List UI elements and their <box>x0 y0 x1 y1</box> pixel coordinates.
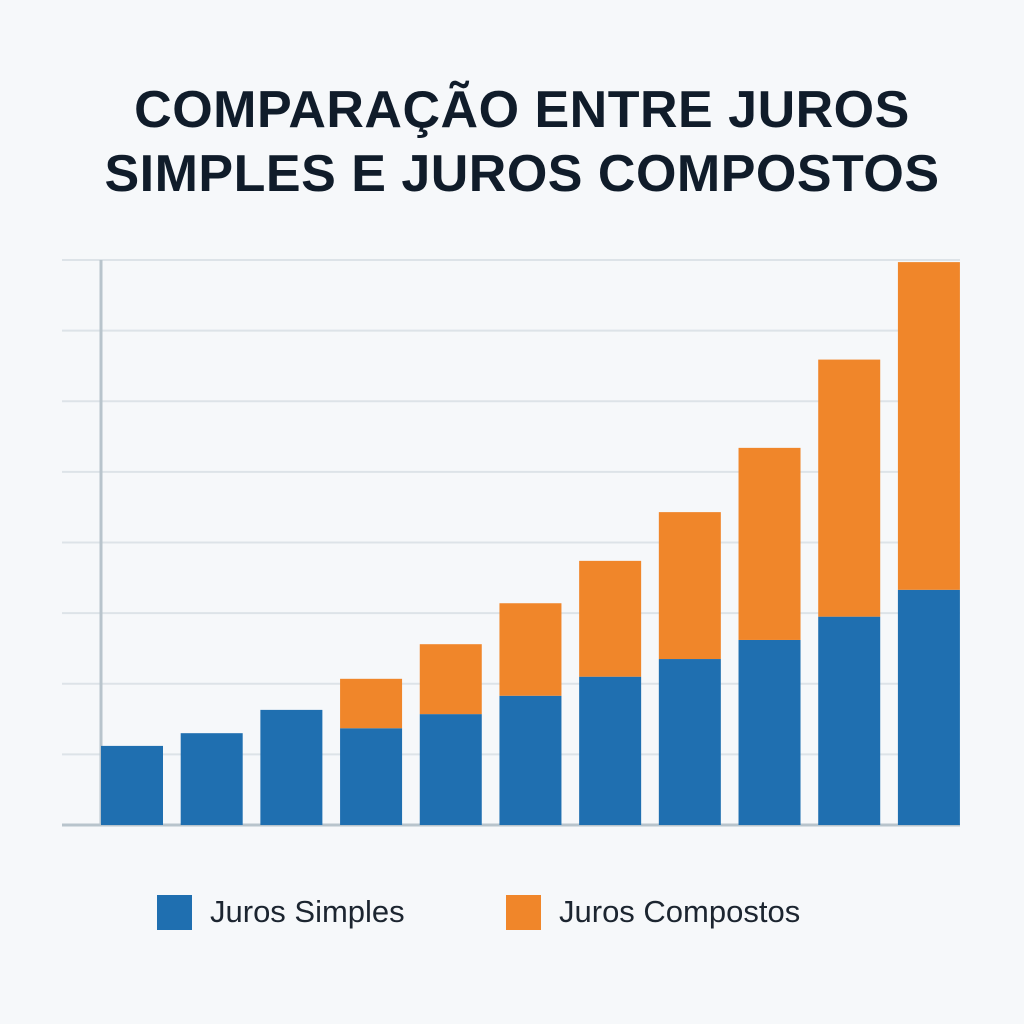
legend-label: Juros Simples <box>210 894 405 929</box>
legend-label: Juros Compostos <box>559 894 800 929</box>
legend-swatch <box>157 895 192 930</box>
legend-swatch <box>506 895 541 930</box>
bar-segment <box>340 678 403 729</box>
bar-segment <box>818 359 881 617</box>
bar-segment <box>658 659 721 825</box>
bar-segment <box>340 728 403 825</box>
bar-segment <box>180 733 243 825</box>
bar-segment <box>579 560 642 677</box>
bar-segment <box>419 644 482 715</box>
bar-segment <box>499 695 562 825</box>
bar-segment <box>738 447 801 640</box>
bar-segment <box>738 639 801 825</box>
bar-segment <box>897 589 960 825</box>
bar-segment <box>658 512 721 660</box>
bar-segment <box>897 262 960 590</box>
bar-segment <box>260 709 323 825</box>
chart-title: COMPARAÇÃO ENTRE JUROS SIMPLES E JUROS C… <box>104 81 940 203</box>
bar-segment <box>818 616 881 825</box>
bar-segment <box>499 603 562 696</box>
bar-segment <box>419 714 482 825</box>
bar-segment <box>101 745 163 825</box>
bar-segment <box>579 676 642 825</box>
